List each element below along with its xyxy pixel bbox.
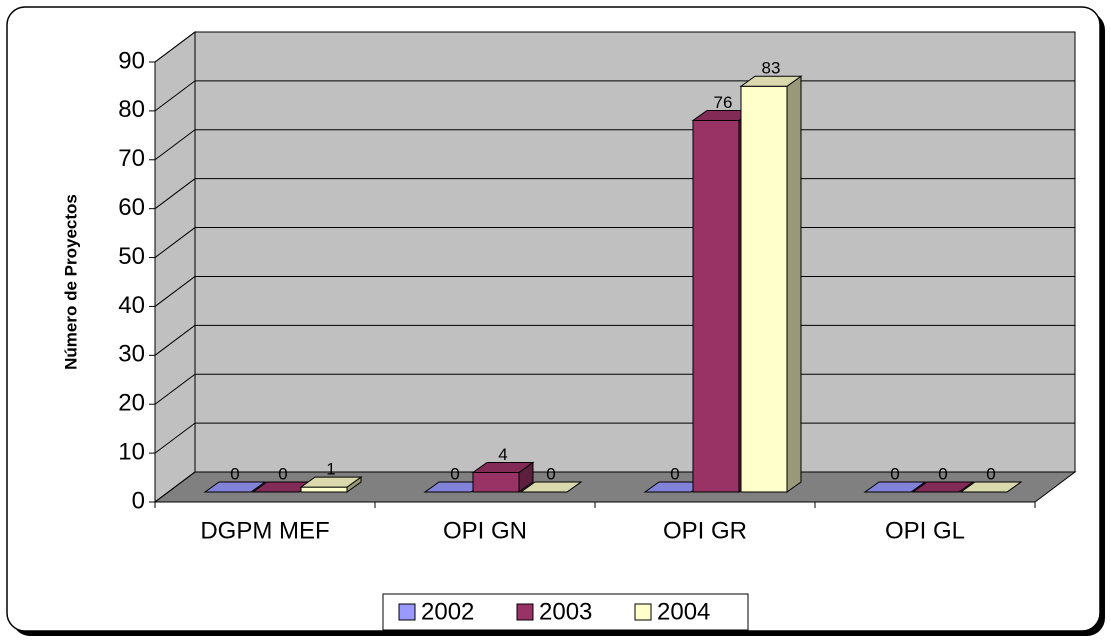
y-tick-label: 30	[118, 341, 145, 368]
bar-front	[472, 471, 520, 493]
data-label: 0	[986, 464, 995, 483]
legend-box	[382, 593, 749, 631]
grid-line	[154, 31, 196, 63]
legend-label: 2003	[539, 598, 592, 625]
y-tick-label: 40	[118, 292, 145, 319]
bar-top	[863, 481, 927, 493]
back-wall	[194, 31, 1076, 473]
y-tick-label: 50	[118, 243, 145, 270]
grid-line	[154, 324, 196, 356]
x-tick-label: OPI GN	[443, 517, 527, 544]
x-tick-label: DGPM MEF	[200, 517, 329, 544]
data-label: 0	[546, 464, 555, 483]
bar-side	[786, 75, 802, 493]
data-label: 0	[890, 464, 899, 483]
data-label: 1	[326, 460, 335, 479]
bar-top	[739, 75, 803, 87]
bar	[739, 75, 803, 493]
data-label: 83	[762, 59, 781, 78]
x-tick-label: OPI GR	[663, 517, 747, 544]
y-tick-label: 60	[118, 194, 145, 221]
grid-line	[154, 80, 196, 112]
y-axis-title: Número de Proyectos	[61, 194, 80, 370]
y-tick-label: 80	[118, 96, 145, 123]
grid-line	[154, 178, 196, 210]
bar	[299, 476, 363, 493]
y-tick-label: 10	[118, 438, 145, 465]
bar-front	[692, 119, 740, 493]
legend-label: 2004	[657, 598, 710, 625]
bar-top	[471, 461, 535, 473]
bar-front	[300, 486, 348, 493]
bar	[471, 461, 535, 493]
grid-line	[154, 129, 196, 161]
bar-top	[959, 481, 1023, 493]
y-tick-label: 70	[118, 145, 145, 172]
bar	[203, 481, 267, 493]
bar-top	[299, 476, 363, 488]
legend-swatch	[398, 603, 416, 621]
grid-line	[154, 227, 196, 258]
bar	[519, 481, 583, 493]
side-wall	[154, 31, 196, 503]
x-tick-label: OPI GL	[885, 517, 965, 544]
bar-top	[519, 481, 583, 493]
bar	[959, 481, 1023, 493]
bar-top	[203, 481, 267, 493]
data-label: 0	[278, 464, 287, 483]
bar-front	[740, 85, 788, 493]
grid-line	[154, 422, 196, 454]
data-label: 4	[498, 445, 507, 464]
data-label: 0	[670, 464, 679, 483]
data-label: 0	[450, 464, 459, 483]
legend-swatch	[634, 603, 652, 621]
y-tick-label: 90	[118, 47, 145, 74]
bar	[863, 481, 927, 493]
grid-line	[154, 276, 196, 307]
legend: 2002 2003 2004	[382, 593, 749, 631]
legend-swatch	[516, 603, 534, 621]
grid-line	[154, 373, 196, 405]
legend-label: 2002	[421, 598, 474, 625]
y-tick-label: 20	[118, 390, 145, 417]
bar	[911, 481, 975, 493]
y-tick-label: 0	[132, 487, 145, 514]
grid-line	[154, 471, 196, 503]
data-label: 0	[938, 464, 947, 483]
data-label: 76	[714, 93, 733, 112]
bar-top	[911, 481, 975, 493]
data-label: 0	[230, 464, 239, 483]
